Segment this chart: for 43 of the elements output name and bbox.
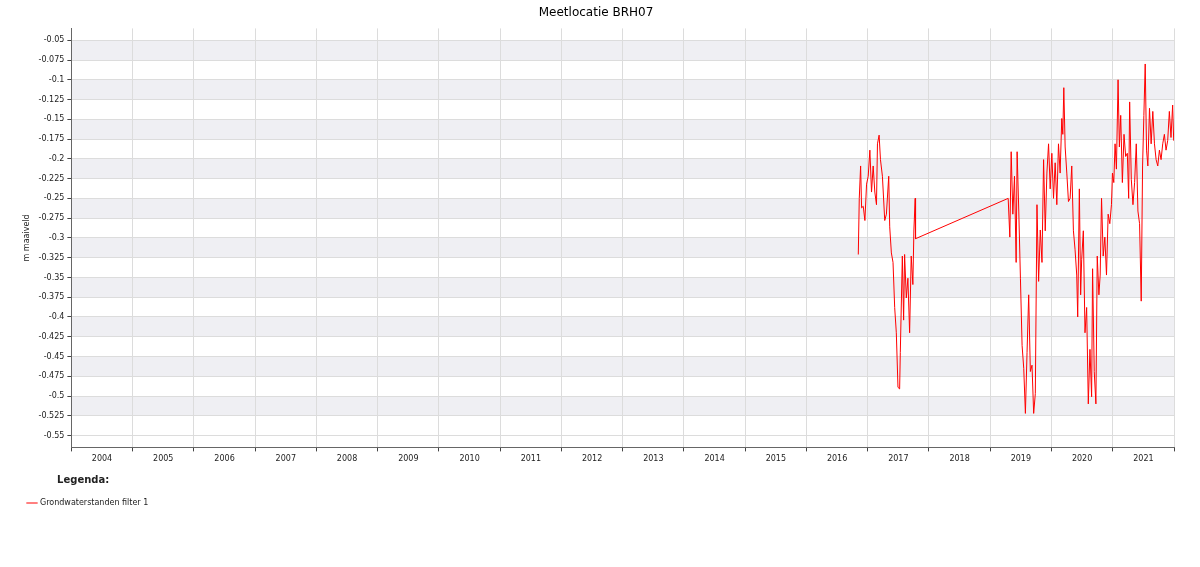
y-tick-label: -0.1 bbox=[48, 74, 65, 84]
x-tick-label: 2015 bbox=[765, 454, 787, 464]
x-tick-label: 2017 bbox=[888, 454, 909, 464]
y-tick-label: -0.425 bbox=[38, 331, 65, 341]
legend-title: Legenda: bbox=[57, 473, 110, 485]
y-tick-label: -0.5 bbox=[48, 391, 65, 401]
y-axis-title: m maaiveld bbox=[21, 214, 31, 262]
x-tick-label: 2020 bbox=[1071, 454, 1093, 464]
y-tick-label: -0.375 bbox=[38, 292, 65, 302]
y-tick-label: -0.05 bbox=[43, 35, 65, 45]
y-tick-label: -0.3 bbox=[48, 232, 65, 242]
y-tick-label: -0.4 bbox=[48, 312, 65, 322]
x-tick-label: 2007 bbox=[275, 454, 296, 464]
x-tick-label: 2021 bbox=[1133, 454, 1154, 464]
y-tick-label: -0.15 bbox=[43, 114, 65, 124]
x-tick-label: 2009 bbox=[398, 454, 419, 464]
y-tick-label: -0.55 bbox=[43, 430, 65, 440]
x-tick-label: 2012 bbox=[581, 454, 603, 464]
y-tick-label: -0.125 bbox=[38, 94, 65, 104]
x-tick-label: 2010 bbox=[459, 454, 480, 464]
x-tick-label: 2019 bbox=[1010, 454, 1032, 464]
y-tick-label: -0.275 bbox=[38, 213, 65, 223]
x-tick-label: 2006 bbox=[214, 454, 235, 464]
y-tick-label: -0.075 bbox=[38, 55, 65, 65]
y-tick-label: -0.25 bbox=[43, 193, 65, 203]
y-tick-label: -0.45 bbox=[43, 351, 65, 361]
x-tick-label: 2013 bbox=[643, 454, 664, 464]
chart-title: Meetlocatie BRH07 bbox=[538, 5, 654, 20]
y-tick-label: -0.325 bbox=[38, 252, 65, 262]
y-tick-label: -0.225 bbox=[38, 173, 65, 183]
legend-label: Grondwaterstanden filter 1 bbox=[40, 498, 149, 508]
y-tick-label: -0.525 bbox=[38, 410, 65, 420]
y-tick-label: -0.2 bbox=[48, 153, 65, 163]
x-tick-label: 2018 bbox=[949, 454, 970, 464]
x-tick-label: 2005 bbox=[153, 454, 174, 464]
y-tick-label: -0.175 bbox=[38, 134, 65, 144]
x-tick-label: 2011 bbox=[520, 454, 541, 464]
x-tick-label: 2008 bbox=[336, 454, 358, 464]
x-tick-label: 2014 bbox=[704, 454, 725, 464]
x-tick-label: 2016 bbox=[826, 454, 848, 464]
x-tick-label: 2004 bbox=[91, 454, 113, 464]
y-tick-label: -0.35 bbox=[43, 272, 65, 282]
y-tick-label: -0.475 bbox=[38, 371, 65, 381]
